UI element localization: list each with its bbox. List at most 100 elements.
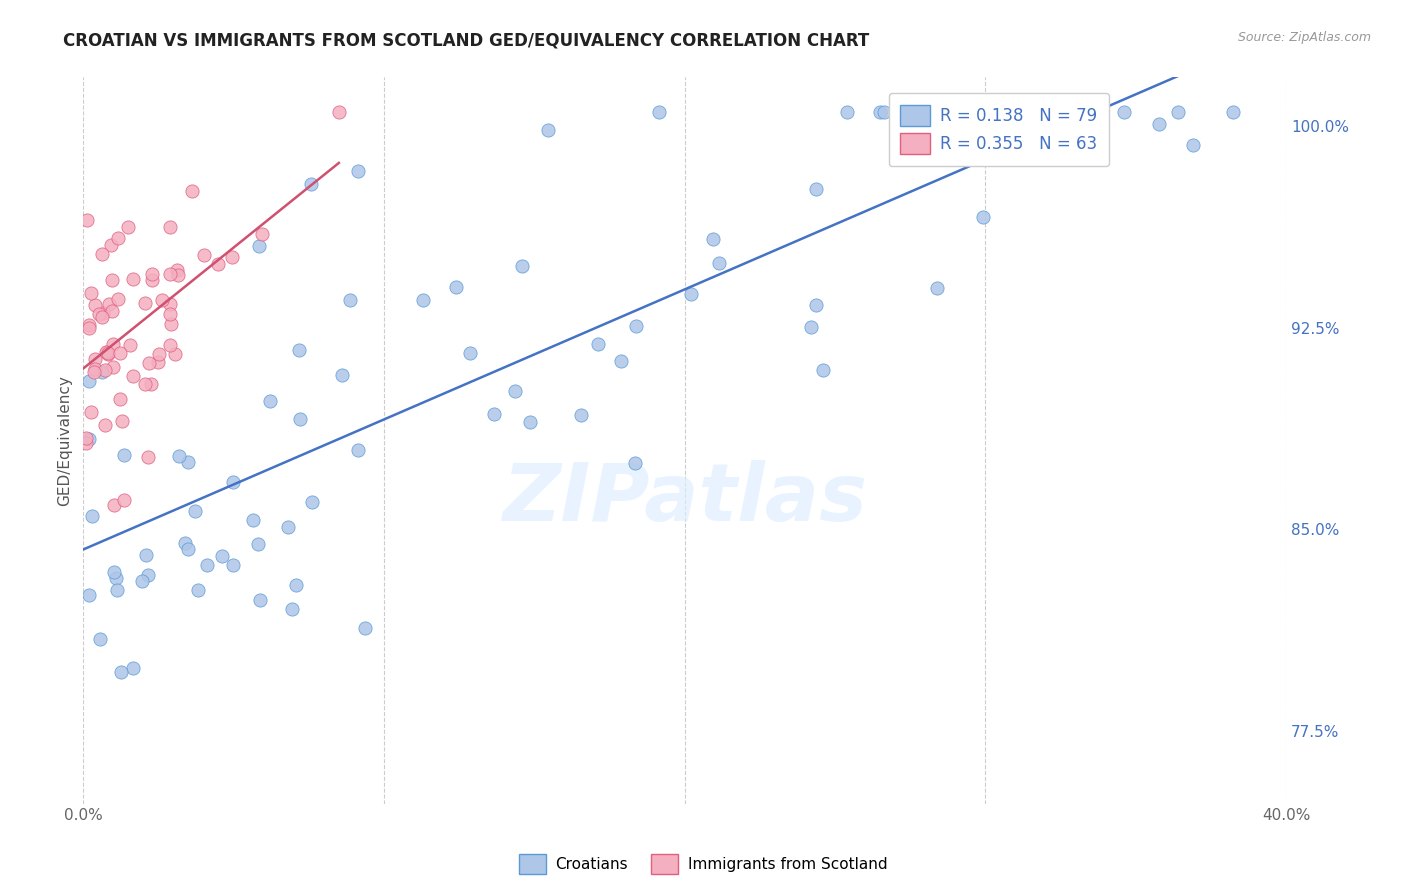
Point [165, 347, 187, 361]
Point [330, 368, 353, 383]
Point [84, 298, 107, 312]
Point [1147, 117, 1170, 131]
Point [207, 257, 229, 271]
Point [112, 448, 135, 462]
Point [250, 227, 273, 241]
Point [80, 405, 103, 419]
Point [247, 239, 270, 253]
Point [288, 412, 311, 426]
Point [328, 105, 350, 120]
Point [873, 105, 896, 120]
Point [117, 220, 139, 235]
Point [813, 363, 835, 377]
Point [159, 267, 181, 281]
Point [1167, 105, 1189, 120]
Text: Source: ZipAtlas.com: Source: ZipAtlas.com [1237, 31, 1371, 45]
Text: CROATIAN VS IMMIGRANTS FROM SCOTLAND GED/EQUIVALENCY CORRELATION CHART: CROATIAN VS IMMIGRANTS FROM SCOTLAND GED… [63, 31, 869, 49]
Point [98, 297, 121, 311]
Point [837, 105, 859, 120]
Point [1064, 147, 1087, 161]
Point [800, 319, 823, 334]
Point [193, 248, 215, 262]
Point [103, 565, 125, 579]
Point [93, 305, 115, 319]
Point [122, 369, 145, 384]
Point [804, 298, 827, 312]
Point [586, 337, 609, 351]
Point [93, 418, 115, 433]
Point [610, 354, 633, 368]
Point [242, 513, 264, 527]
Point [83, 351, 105, 366]
Point [79, 588, 101, 602]
Point [150, 293, 173, 308]
Point [482, 407, 505, 421]
Point [648, 105, 671, 120]
Point [972, 210, 994, 224]
Point [510, 259, 533, 273]
Point [537, 123, 560, 137]
Point [299, 178, 322, 192]
Point [222, 558, 245, 573]
Point [460, 346, 482, 360]
Point [624, 457, 647, 471]
Point [412, 293, 434, 307]
Text: ZIPatlas: ZIPatlas [502, 459, 868, 538]
Point [90, 365, 112, 379]
Point [75, 431, 97, 445]
Point [159, 337, 181, 351]
Point [76, 212, 98, 227]
Point [121, 272, 143, 286]
Point [301, 495, 323, 509]
Point [91, 310, 114, 324]
Point [1070, 105, 1092, 120]
Point [184, 504, 207, 518]
Point [702, 232, 724, 246]
Point [804, 182, 827, 196]
Point [100, 237, 122, 252]
Point [80, 286, 103, 301]
Point [918, 105, 941, 120]
Point [1043, 105, 1066, 120]
Point [925, 281, 948, 295]
Point [138, 568, 160, 582]
Point [176, 541, 198, 556]
Point [141, 273, 163, 287]
Point [904, 105, 927, 120]
Point [105, 583, 128, 598]
Point [148, 347, 170, 361]
Point [347, 164, 370, 178]
Point [138, 356, 160, 370]
Point [120, 338, 142, 352]
Point [110, 665, 132, 680]
Point [174, 536, 197, 550]
Point [176, 454, 198, 468]
Point [97, 346, 120, 360]
Point [139, 376, 162, 391]
Point [167, 268, 190, 282]
Point [181, 184, 204, 198]
Point [103, 498, 125, 512]
Point [247, 537, 270, 551]
Point [222, 475, 245, 489]
Point [83, 365, 105, 379]
Point [110, 414, 132, 428]
Point [339, 293, 361, 308]
Point [346, 442, 368, 457]
Point [83, 361, 105, 376]
Point [101, 273, 124, 287]
Point [277, 520, 299, 534]
Point [107, 231, 129, 245]
Point [77, 321, 100, 335]
Point [166, 262, 188, 277]
Point [101, 359, 124, 374]
Point [159, 306, 181, 320]
Point [285, 578, 308, 592]
Point [94, 362, 117, 376]
Point [136, 450, 159, 464]
Point [96, 344, 118, 359]
Point [679, 287, 702, 301]
Point [96, 344, 118, 359]
Point [89, 307, 111, 321]
Point [160, 318, 183, 332]
